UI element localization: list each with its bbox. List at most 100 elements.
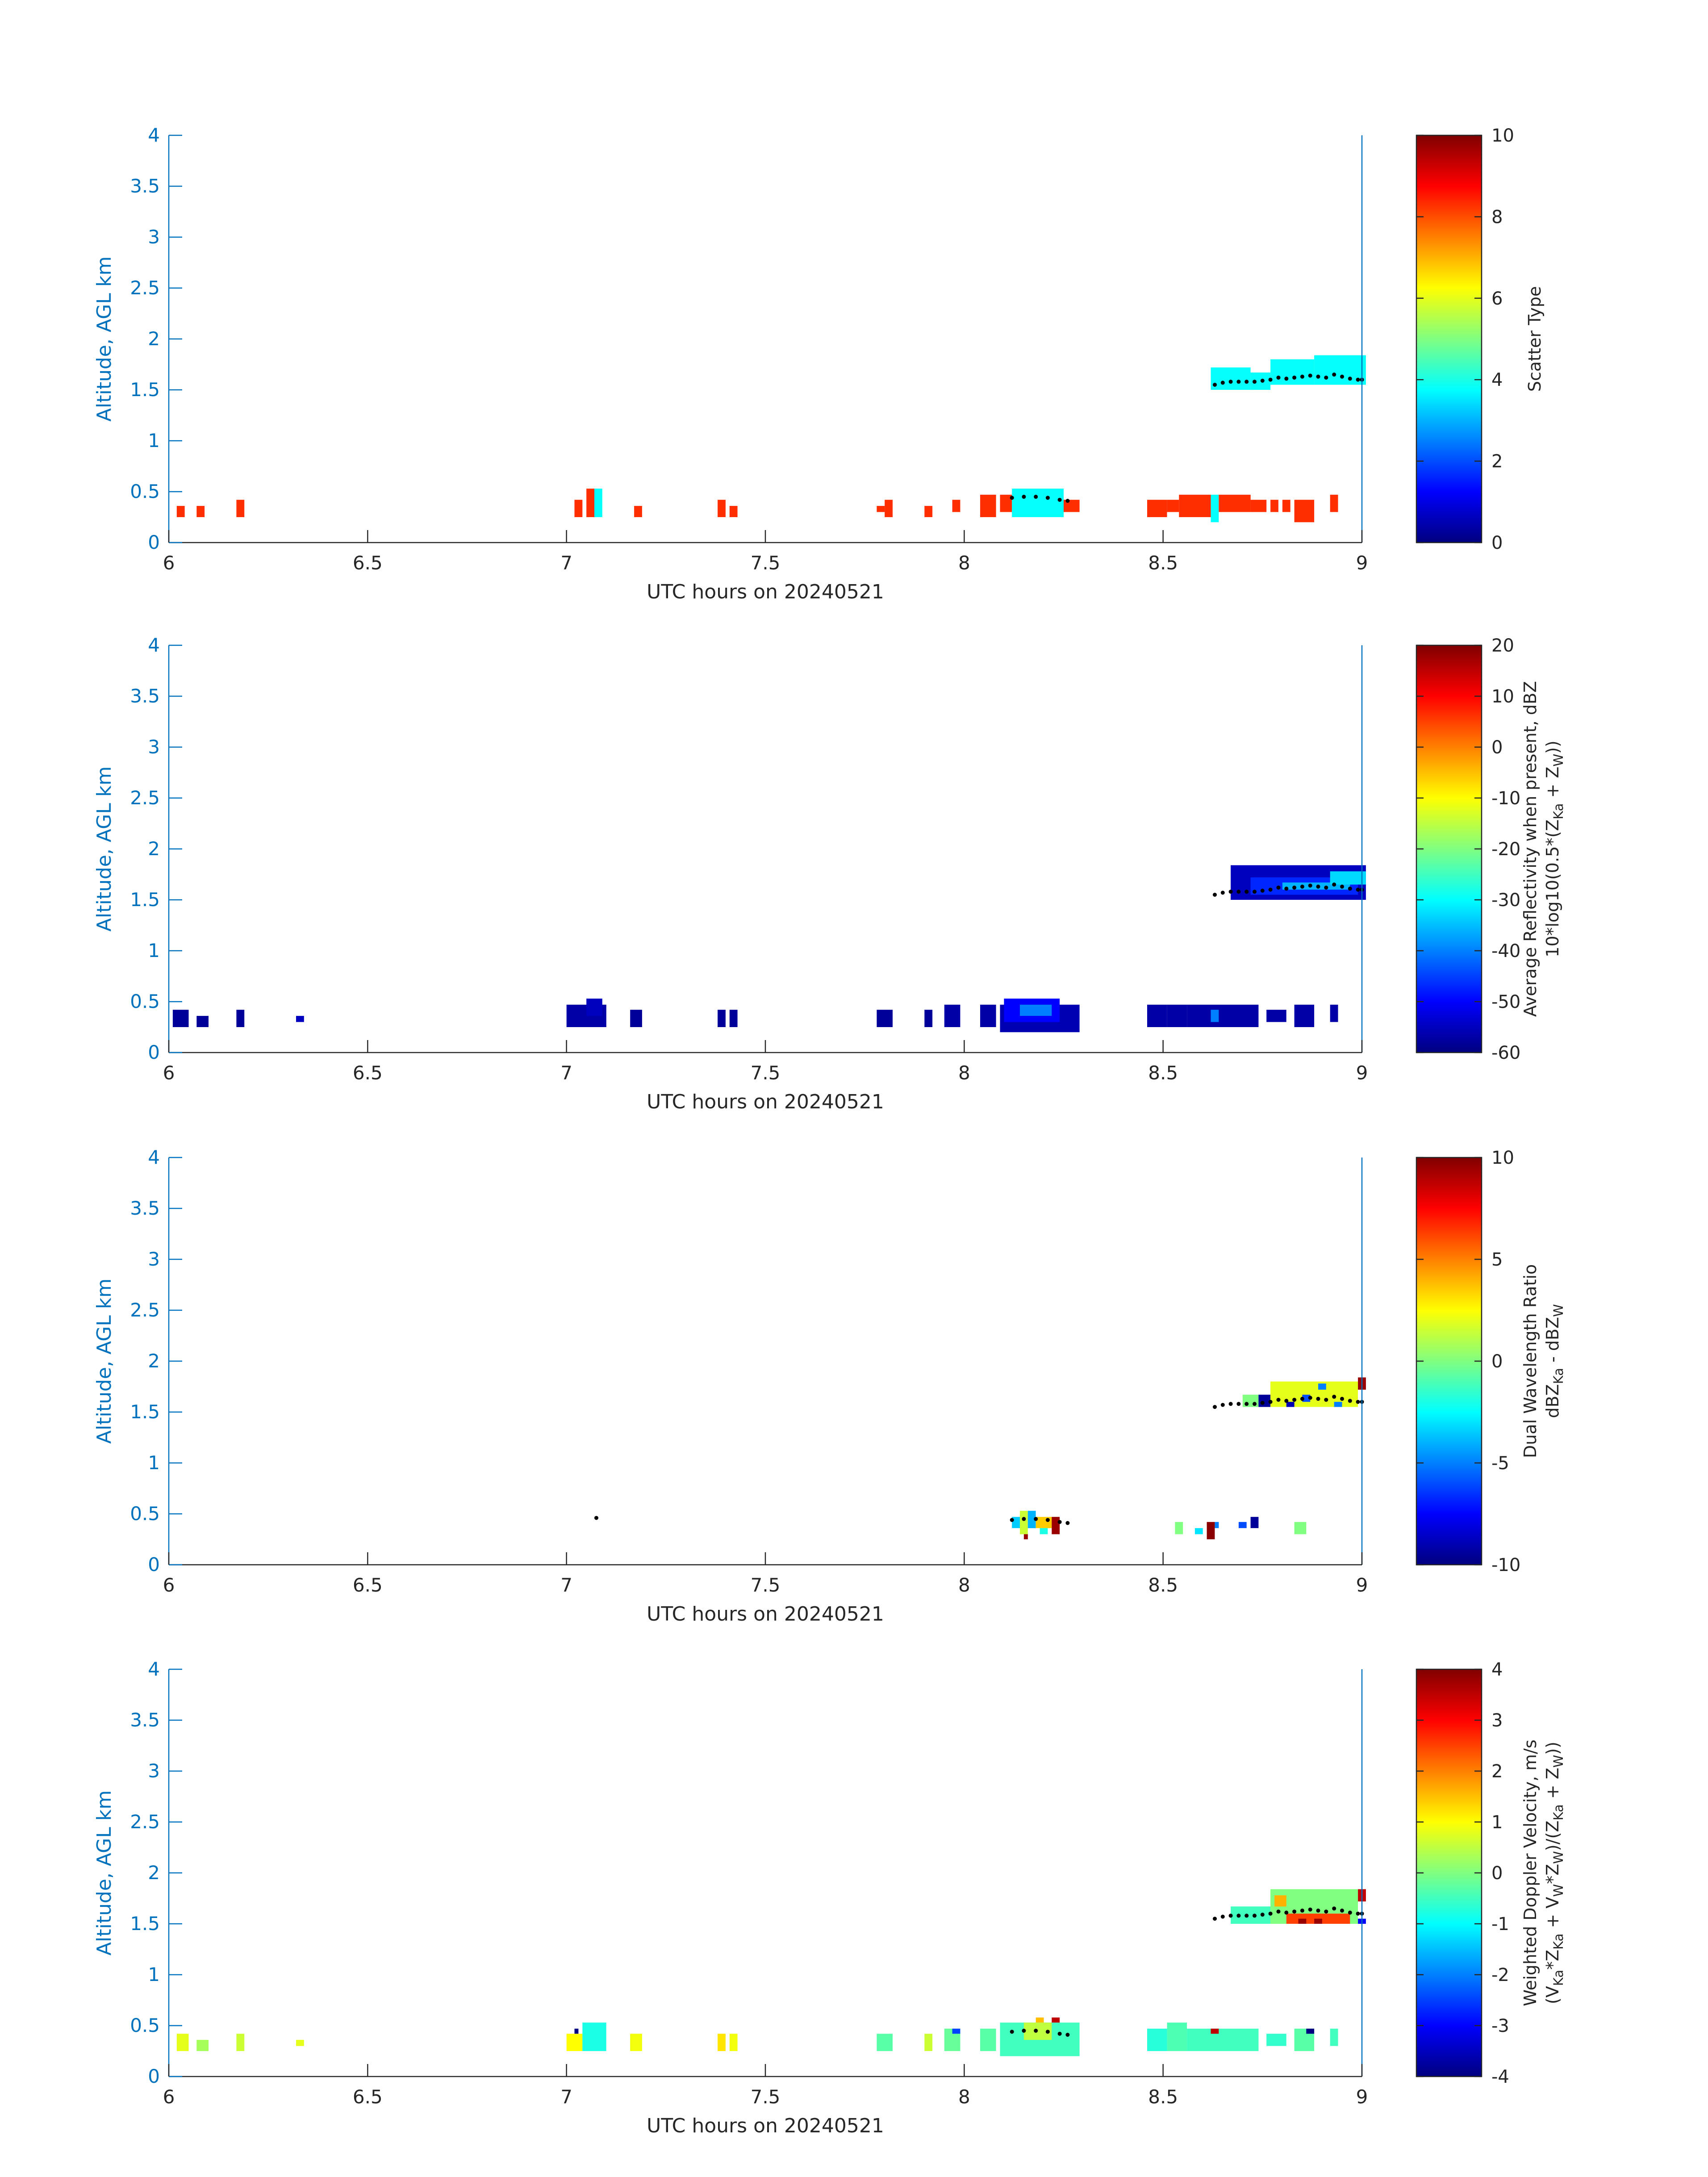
colorbar-tick-label: 5: [1491, 1249, 1503, 1270]
colorbar-tick-label: -2: [1491, 1965, 1509, 1985]
x-tick-label: 8: [958, 1062, 970, 1084]
y-tick-label: 1.5: [130, 1401, 160, 1423]
y-tick-label: 3.5: [130, 1709, 160, 1731]
y-tick-label: 0: [148, 1041, 160, 1063]
x-tick-label: 6.5: [353, 552, 383, 574]
data-cell: [1211, 494, 1219, 522]
data-cell: [718, 2034, 726, 2051]
data-cell: [196, 2039, 209, 2051]
colorbar-tick-label: 10: [1491, 686, 1514, 707]
x-tick-label: 9: [1356, 552, 1368, 574]
trace-dot: [1300, 1396, 1304, 1401]
y-tick-label: 3: [148, 1248, 160, 1270]
trace-dot: [1356, 377, 1360, 382]
colorbar-tick-label: 4: [1491, 1659, 1503, 1680]
data-cell: [1194, 1528, 1203, 1534]
trace-dot: [1356, 1400, 1360, 1404]
colorbar-gradient: [1416, 1157, 1482, 1566]
x-tick-label: 8.5: [1148, 552, 1178, 574]
y-tick-label: 4: [148, 1658, 160, 1680]
colorbar: -60 -50 -40 -30 -20 -10 0 10 20 Average Reflectiv…: [1416, 635, 1566, 1063]
trace-dot: [1065, 2033, 1070, 2037]
data-cell: [1052, 1517, 1060, 1534]
data-cell: [586, 489, 594, 517]
trace-dot: [1236, 890, 1241, 894]
y-tick-label: 3.5: [130, 685, 160, 707]
y-tick-label: 3.5: [130, 175, 160, 197]
trace-dot: [1220, 890, 1225, 895]
data-cell: [718, 500, 726, 517]
data-cell: [1294, 1522, 1307, 1534]
trace-dot: [1022, 2028, 1026, 2033]
data-cell: [980, 2028, 996, 2051]
colorbar-tick-label: -4: [1491, 2067, 1509, 2087]
data-cell: [1012, 489, 1064, 517]
y-tick-label: 1.5: [130, 1913, 160, 1935]
trace-dot: [1316, 1396, 1320, 1401]
trace-dot: [1308, 373, 1312, 378]
data-cell: [729, 2034, 738, 2051]
data-cells: [1012, 1377, 1366, 1539]
data-cell: [1207, 1522, 1215, 1539]
trace-dot: [1316, 884, 1320, 889]
y-axis-label: Altitude, AGL km: [93, 1790, 116, 1956]
y-tick-label: 0: [148, 531, 160, 553]
x-axis-label: UTC hours on 20240521: [647, 2114, 884, 2137]
trace-dot: [1332, 1906, 1336, 1911]
y-tick-label: 1.5: [130, 379, 160, 401]
trace-dot: [1253, 1914, 1257, 1918]
x-tick-label: 7: [560, 1062, 572, 1084]
colorbar-label: 10*log10(0.5*(ZKa​ + ZW​)): [1543, 740, 1566, 957]
data-cell: [1250, 500, 1267, 512]
data-cell: [1294, 500, 1315, 522]
data-cell: [1294, 1004, 1315, 1027]
data-cell: [1302, 1395, 1311, 1402]
trace-dot: [1276, 1910, 1281, 1914]
colorbar-tick-label: -30: [1491, 890, 1520, 911]
data-cell: [1314, 1918, 1322, 1924]
trace-dot: [1316, 374, 1320, 379]
data-cell: [630, 2034, 642, 2051]
data-cell: [1187, 1004, 1259, 1027]
trace-dot: [1284, 1910, 1289, 1915]
colorbar-tick-label: 0: [1491, 737, 1503, 758]
trace-dot: [1236, 380, 1241, 384]
data-cell: [980, 1004, 996, 1027]
trace-dot: [1057, 2031, 1062, 2036]
y-axis-label: Altitude, AGL km: [93, 1279, 116, 1444]
trace-dot: [1284, 886, 1289, 891]
trace-dot: [1340, 1396, 1344, 1401]
data-cell: [1330, 494, 1338, 512]
data-cell: [236, 2034, 245, 2051]
data-cell: [1167, 1004, 1187, 1027]
data-cell: [952, 2028, 960, 2034]
trace-dots: [594, 1395, 1364, 1525]
data-cell: [1270, 1381, 1358, 1407]
colorbar-tick-label: -40: [1491, 941, 1520, 961]
colorbar-label: (VKa​*ZKa​ + VW​*ZW​)/(ZKa​ + ZW​)): [1543, 1742, 1566, 2004]
data-cell: [1318, 1383, 1326, 1390]
data-cell: [952, 500, 960, 512]
data-cell: [1036, 1517, 1052, 1528]
y-tick-label: 0.5: [130, 990, 160, 1012]
colorbar-tick-label: 1: [1491, 1812, 1503, 1833]
colorbar: 0 2 4 6 8 10 Scatter Type: [1416, 125, 1545, 553]
panel-2: 0 0.5 1 1.5 2 2.5 3 3.5 4 6 6.5 7 7.5 8 8.5 9 UTC hours …: [93, 634, 1566, 1113]
x-axis-label: UTC hours on 20240521: [647, 581, 884, 603]
x-tick-label: 7.5: [751, 2086, 781, 2108]
y-tick-label: 4: [148, 124, 160, 146]
colorbar-tick-label: 0: [1491, 533, 1503, 553]
data-cell: [877, 1010, 893, 1027]
y-tick-label: 2: [148, 838, 160, 860]
trace-dot: [1276, 376, 1281, 380]
data-cell: [1040, 1528, 1048, 1534]
colorbar-tick-label: -10: [1491, 1555, 1520, 1575]
data-cells: [172, 865, 1366, 1032]
data-cell: [574, 500, 583, 517]
x-tick-label: 6: [163, 1574, 175, 1596]
colorbar-tick-label: 0: [1491, 1863, 1503, 1884]
trace-dot: [1300, 1908, 1304, 1913]
y-tick-label: 2: [148, 1350, 160, 1372]
trace-dot: [1292, 1910, 1297, 1914]
